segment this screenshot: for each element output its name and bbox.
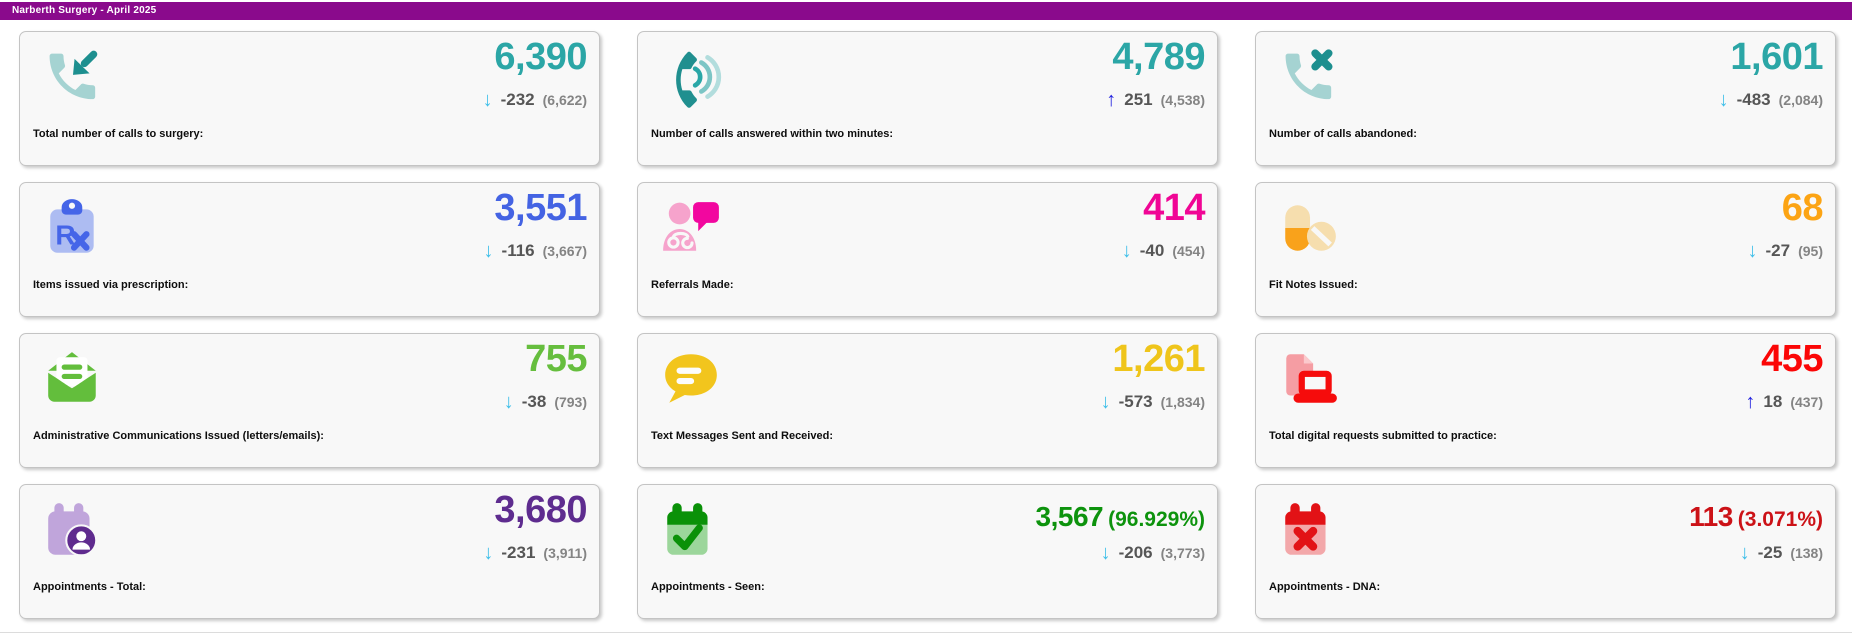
trend-down-icon <box>1719 90 1729 110</box>
metric-card-appointments-seen[interactable]: 3,567(96.929%) -206 (3,773) Appointments… <box>637 484 1218 619</box>
metric-label: Text Messages Sent and Received: <box>651 430 833 442</box>
trend-down-icon <box>1740 543 1750 563</box>
metric-card-calls-answered[interactable]: 4,789 251 (4,538) Number of calls answer… <box>637 31 1218 166</box>
referral-doctor-icon <box>660 196 722 260</box>
metric-label: Fit Notes Issued: <box>1269 279 1358 291</box>
metric-value: 3,680 <box>494 489 587 531</box>
metric-label: Appointments - Seen: <box>651 581 765 593</box>
metric-value-percentage: (3.071%) <box>1737 508 1823 531</box>
trend-down-icon <box>483 543 493 563</box>
metric-delta: -206 <box>1118 543 1153 562</box>
metric-previous: (3,667) <box>542 243 587 259</box>
laptop-document-icon <box>1278 347 1340 411</box>
metric-previous: (454) <box>1172 243 1205 259</box>
metric-delta: -483 <box>1736 90 1771 109</box>
metric-card-referrals[interactable]: 414 -40 (454) Referrals Made: <box>637 182 1218 317</box>
metric-delta: 18 <box>1763 392 1783 411</box>
trend-down-icon <box>483 90 493 110</box>
metric-card-digital-requests[interactable]: 455 18 (437) Total digital requests subm… <box>1255 333 1836 468</box>
phone-abandoned-icon <box>1278 45 1340 109</box>
metric-value: 6,390 <box>494 36 587 78</box>
prescription-clipboard-icon: R <box>42 196 104 260</box>
metric-value: 414 <box>1143 187 1205 229</box>
metric-previous: (95) <box>1798 243 1823 259</box>
calendar-person-icon <box>42 498 104 562</box>
pills-icon <box>1278 196 1340 260</box>
metric-value: 3,567 <box>1035 501 1104 532</box>
metric-label: Number of calls abandoned: <box>1269 128 1417 140</box>
metric-delta: 251 <box>1124 90 1153 109</box>
report-title: Narberth Surgery - April 2025 <box>12 5 157 16</box>
canvas-bottom-divider <box>0 632 1852 633</box>
speech-bubble-icon <box>660 347 722 411</box>
metric-previous: (1,834) <box>1160 394 1205 410</box>
metric-card-prescriptions[interactable]: R 3,551 -116 (3,667) Items issued via pr… <box>19 182 600 317</box>
envelope-open-icon <box>42 347 104 411</box>
trend-down-icon <box>1122 241 1132 261</box>
metric-delta: -573 <box>1118 392 1153 411</box>
metric-card-admin-comms[interactable]: 755 -38 (793) Administrative Communicati… <box>19 333 600 468</box>
metric-label: Referrals Made: <box>651 279 734 291</box>
calendar-x-icon <box>1278 498 1340 562</box>
metric-delta: -232 <box>500 90 535 109</box>
metric-value: 113 <box>1689 501 1733 532</box>
metric-previous: (3,911) <box>543 545 587 561</box>
metric-value: 755 <box>525 338 587 380</box>
metric-delta: -40 <box>1139 241 1165 260</box>
kpi-card-grid: 6,390 -232 (6,622) Total number of calls… <box>19 31 1836 619</box>
metric-previous: (138) <box>1790 545 1823 561</box>
metric-previous: (3,773) <box>1160 545 1205 561</box>
metric-value-percentage: (96.929%) <box>1108 508 1205 531</box>
metric-card-appointments-total[interactable]: 3,680 -231 (3,911) Appointments - Total: <box>19 484 600 619</box>
metric-label: Items issued via prescription: <box>33 279 189 291</box>
trend-down-icon <box>504 392 514 412</box>
trend-down-icon <box>1748 241 1758 261</box>
metric-previous: (793) <box>554 394 587 410</box>
metric-label: Administrative Communications Issued (le… <box>33 430 324 442</box>
metric-value: 1,261 <box>1112 338 1205 380</box>
metric-delta: -25 <box>1757 543 1783 562</box>
calendar-check-icon <box>660 498 722 562</box>
metric-card-appointments-dna[interactable]: 113(3.071%) -25 (138) Appointments - DNA… <box>1255 484 1836 619</box>
metric-value: 3,551 <box>494 187 587 229</box>
trend-down-icon <box>1101 543 1111 563</box>
metric-previous: (2,084) <box>1778 92 1823 108</box>
metric-card-fit-notes[interactable]: 68 -27 (95) Fit Notes Issued: <box>1255 182 1836 317</box>
metric-previous: (437) <box>1790 394 1823 410</box>
report-title-bar: Narberth Surgery - April 2025 <box>0 2 1852 20</box>
metric-label: Number of calls answered within two minu… <box>651 128 894 140</box>
metric-label: Appointments - DNA: <box>1269 581 1381 593</box>
phone-incoming-icon <box>42 45 104 109</box>
metric-value: 1,601 <box>1730 36 1823 78</box>
metric-card-calls-abandoned[interactable]: 1,601 -483 (2,084) Number of calls aband… <box>1255 31 1836 166</box>
metric-label: Appointments - Total: <box>33 581 146 593</box>
trend-down-icon <box>1101 392 1111 412</box>
metric-card-calls-total[interactable]: 6,390 -232 (6,622) Total number of calls… <box>19 31 600 166</box>
trend-up-icon <box>1745 392 1755 412</box>
metric-delta: -116 <box>501 241 535 260</box>
svg-text:R: R <box>55 220 75 251</box>
metric-label: Total number of calls to surgery: <box>33 128 204 140</box>
metric-previous: (6,622) <box>542 92 587 108</box>
metric-delta: -27 <box>1765 241 1791 260</box>
metric-delta: -231 <box>501 543 536 562</box>
metric-value: 455 <box>1761 338 1823 380</box>
metric-card-text-messages[interactable]: 1,261 -573 (1,834) Text Messages Sent an… <box>637 333 1218 468</box>
metric-delta: -38 <box>521 392 547 411</box>
metric-value: 4,789 <box>1112 36 1205 78</box>
metric-previous: (4,538) <box>1160 92 1205 108</box>
metric-value: 68 <box>1781 187 1824 229</box>
trend-down-icon <box>484 241 494 261</box>
trend-up-icon <box>1106 90 1116 110</box>
metric-label: Total digital requests submitted to prac… <box>1269 430 1497 442</box>
phone-waves-icon <box>660 45 722 109</box>
